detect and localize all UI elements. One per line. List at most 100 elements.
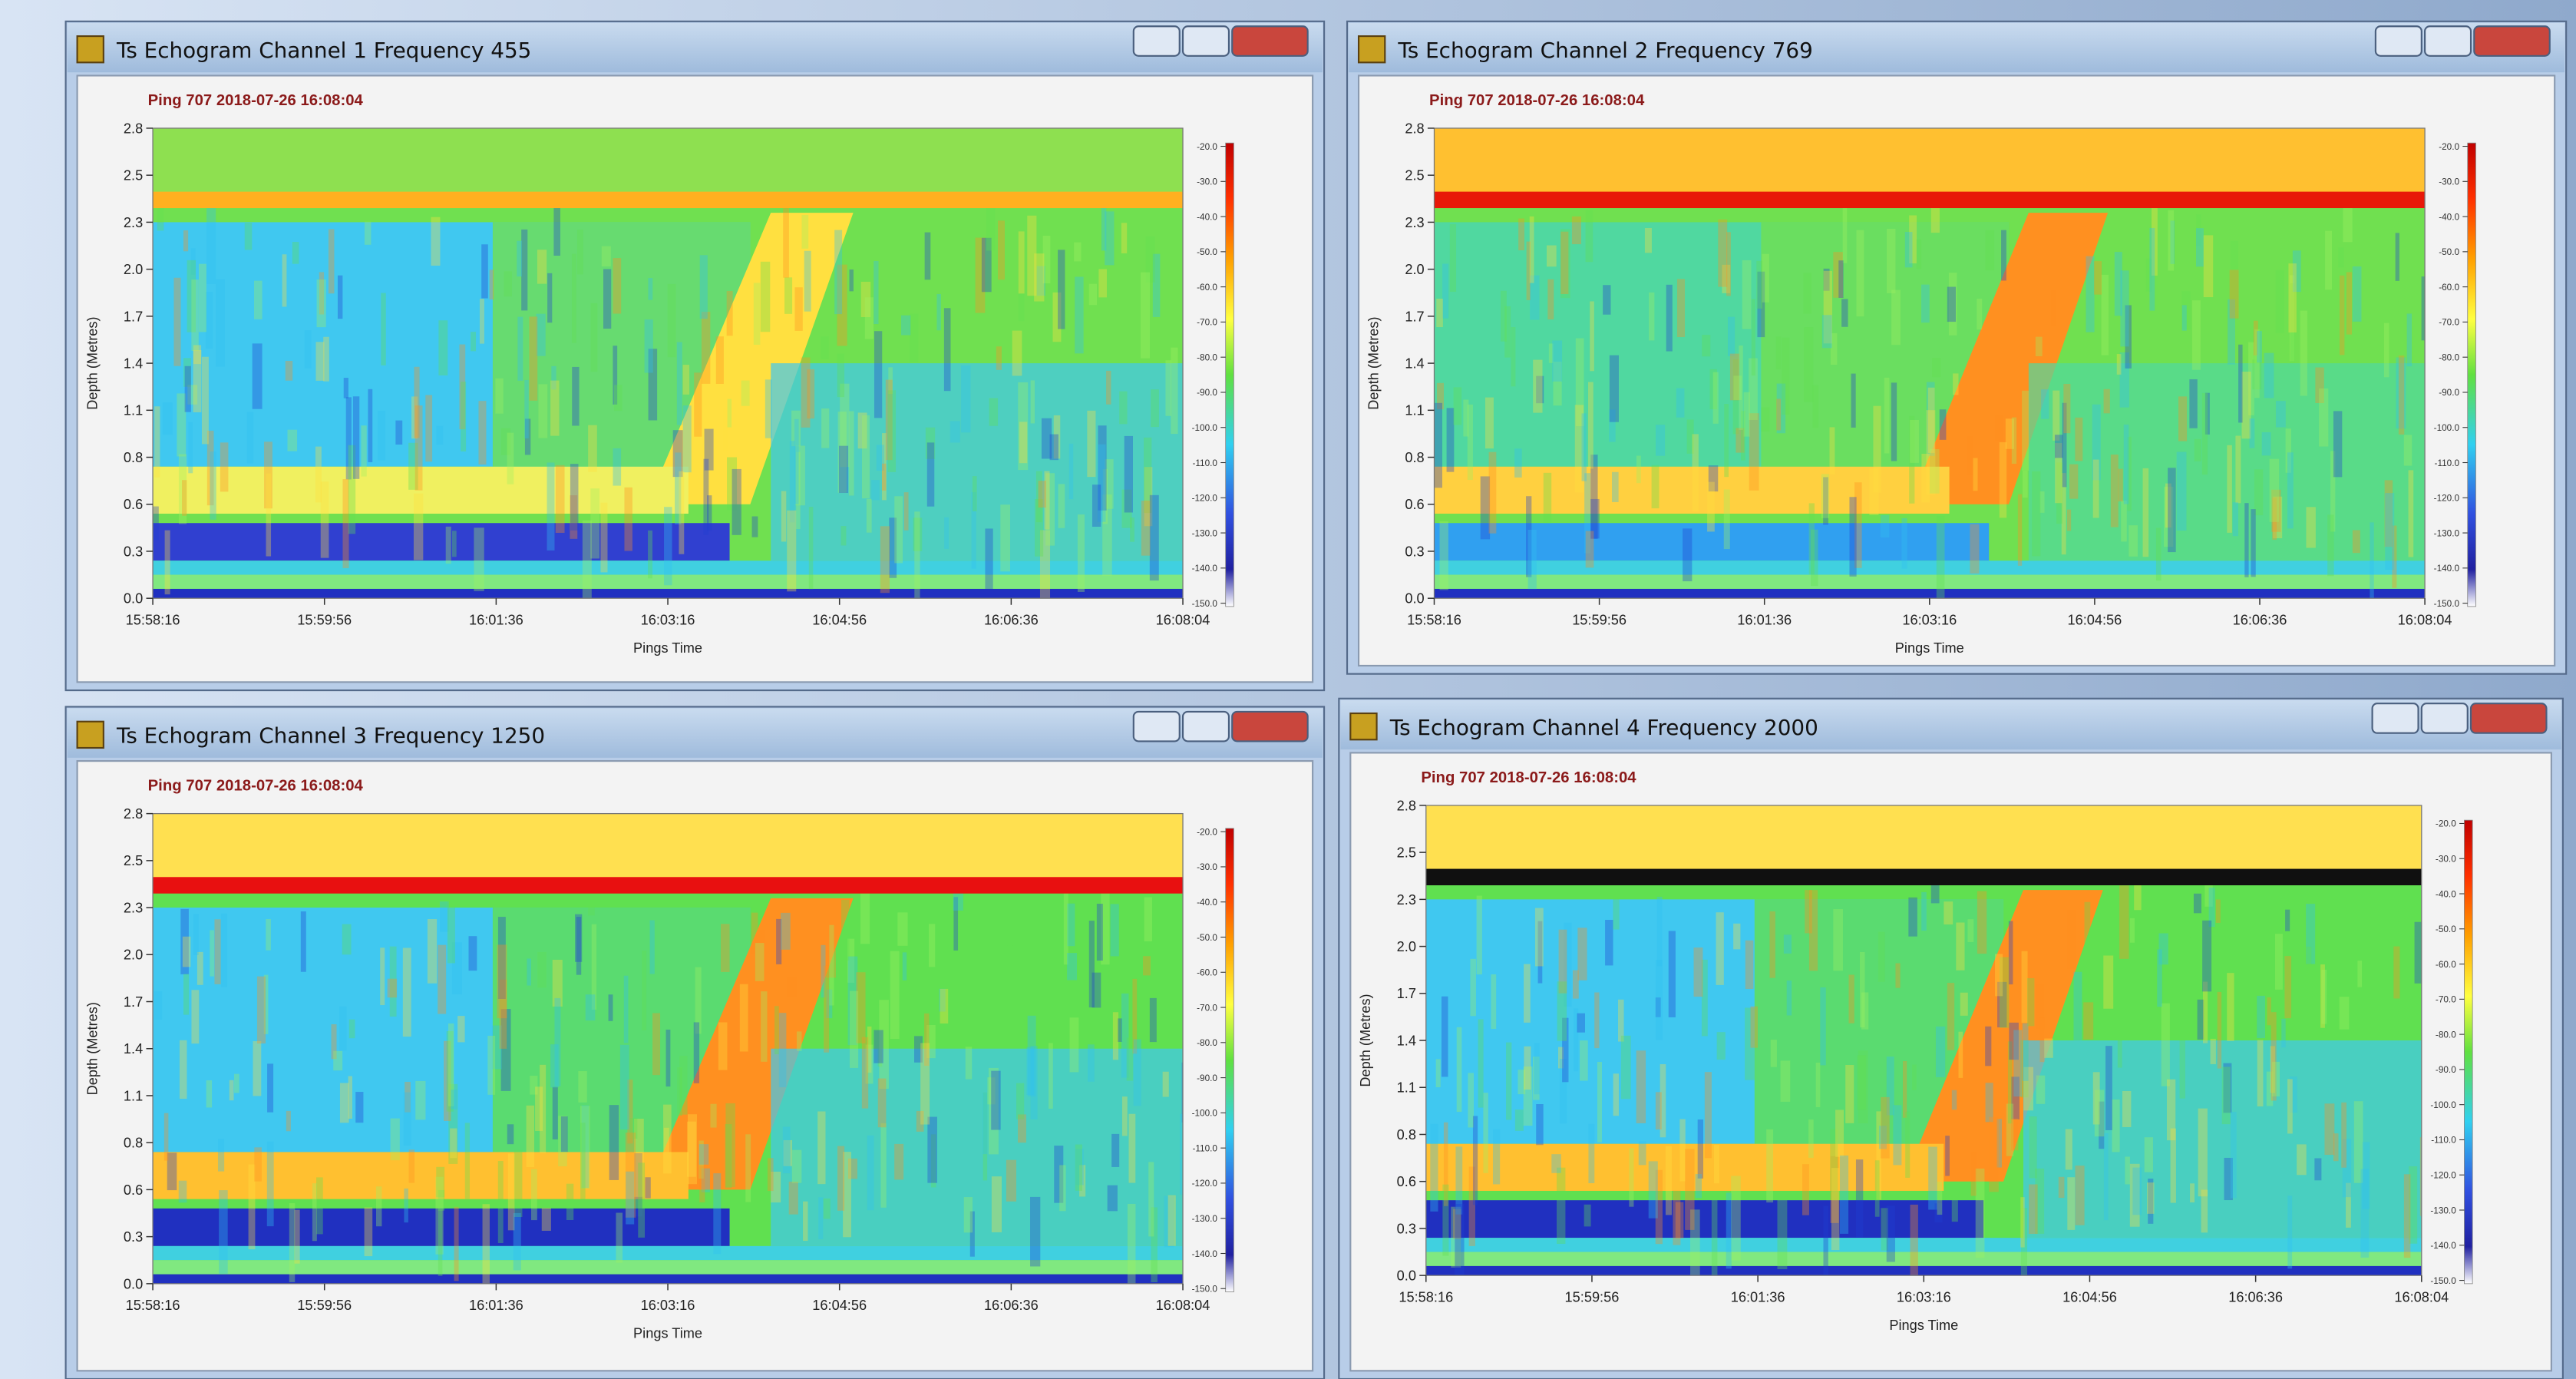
echo-region	[2144, 1137, 2153, 1172]
echo-region	[1027, 1015, 1036, 1096]
echo-region	[252, 343, 263, 409]
x-tick-label: 15:59:56	[1572, 612, 1627, 627]
echo-region	[1436, 298, 1443, 328]
echo-region	[1042, 235, 1051, 283]
echo-region	[1999, 441, 2007, 518]
echo-region	[1695, 1174, 1702, 1199]
echo-region	[1536, 1104, 1544, 1146]
echo-region	[2112, 1099, 2120, 1152]
minimize-button[interactable]	[1132, 710, 1181, 742]
echo-region	[1585, 531, 1594, 568]
echo-region	[2011, 417, 2017, 464]
y-tick-label: 2.0	[1397, 939, 1416, 954]
echo-region	[2257, 1040, 2264, 1106]
echo-region	[282, 254, 287, 307]
echo-region	[361, 425, 367, 477]
echo-region	[380, 947, 385, 1006]
echo-region	[2384, 480, 2393, 547]
echo-region	[1463, 399, 1469, 437]
echo-region	[292, 242, 299, 264]
echo-region	[943, 308, 951, 392]
echo-region	[969, 1211, 975, 1257]
title-bar	[67, 22, 1323, 73]
close-button[interactable]	[1231, 710, 1309, 742]
echo-region	[826, 989, 833, 1019]
y-tick-label: 0.8	[124, 450, 143, 465]
maximize-button[interactable]	[1181, 710, 1230, 742]
echo-region	[1054, 1146, 1064, 1203]
minimize-button[interactable]	[2374, 25, 2422, 57]
echo-region	[471, 332, 477, 352]
title-bar	[67, 708, 1323, 758]
echo-region	[2306, 507, 2316, 548]
echogram-image	[153, 127, 1184, 599]
echo-region	[1580, 1040, 1588, 1081]
echo-region	[2094, 1090, 2105, 1137]
echo-region	[847, 938, 855, 983]
echo-region	[555, 465, 565, 533]
echo-region	[648, 278, 653, 300]
echo-region	[1656, 960, 1663, 1040]
echo-region	[1096, 904, 1103, 961]
echo-region	[2264, 352, 2274, 398]
close-button[interactable]	[2473, 25, 2551, 57]
echo-region	[2027, 977, 2035, 1027]
maximize-button[interactable]	[2420, 703, 2469, 734]
echo-region	[1547, 279, 1554, 320]
echo-region	[885, 379, 893, 461]
echo-region	[1044, 471, 1050, 530]
echo-plume	[1904, 890, 2103, 1182]
echo-region	[1434, 466, 1950, 514]
echo-region	[1686, 419, 1694, 454]
echo-region	[727, 398, 732, 428]
echo-region	[1679, 1119, 1686, 1182]
colorbar-tick-label: -120.0	[1192, 494, 1218, 504]
echo-region	[1805, 890, 1812, 934]
echo-region	[184, 365, 191, 412]
echo-region	[1074, 242, 1082, 262]
echo-region	[699, 1166, 705, 1202]
echo-region	[837, 264, 847, 346]
echo-region	[1936, 516, 1945, 599]
minimize-button[interactable]	[2371, 703, 2419, 734]
echo-region	[1038, 481, 1046, 508]
echo-region	[576, 917, 582, 975]
echo-region	[1552, 340, 1563, 382]
echo-region	[1655, 1092, 1662, 1130]
echo-region	[352, 396, 360, 479]
echo-region	[2158, 933, 2168, 965]
echo-region	[837, 412, 847, 493]
window: Ts Echogram Channel 4 Frequency 2000 Ping…	[1338, 697, 2564, 1379]
echo-region	[961, 365, 971, 433]
echo-region	[153, 1245, 1184, 1261]
echo-region	[2162, 909, 2173, 932]
echo-region	[1693, 947, 1703, 997]
echo-region	[1975, 1168, 1985, 1258]
echo-region	[665, 1029, 671, 1087]
echo-region	[644, 319, 653, 373]
echo-region	[841, 900, 850, 961]
echo-region	[2197, 999, 2204, 1040]
echo-region	[2269, 458, 2280, 522]
echo-region	[300, 911, 306, 972]
echo-region	[478, 401, 487, 465]
echo-region	[1079, 1165, 1086, 1197]
echo-region	[1985, 230, 1995, 271]
echo-region	[551, 365, 556, 390]
echo-region	[2357, 961, 2363, 987]
echo-region	[491, 1025, 502, 1070]
echo-region	[786, 977, 797, 997]
echo-region	[2120, 270, 2129, 347]
echo-region	[254, 280, 263, 319]
echo-region	[2319, 388, 2329, 447]
x-axis-label: Pings Time	[1895, 640, 1964, 656]
echo-region	[1945, 1136, 1950, 1176]
maximize-button[interactable]	[2424, 25, 2472, 57]
maximize-button[interactable]	[1181, 25, 1230, 57]
close-button[interactable]	[2469, 703, 2548, 734]
close-button[interactable]	[1231, 25, 1309, 57]
minimize-button[interactable]	[1132, 25, 1181, 57]
echo-region	[220, 442, 229, 492]
echo-region	[718, 1022, 728, 1070]
echo-region	[910, 313, 919, 362]
